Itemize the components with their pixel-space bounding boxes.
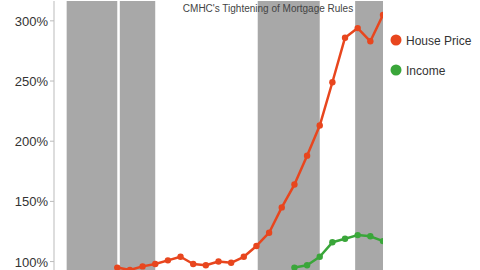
shaded-period — [120, 1, 155, 270]
series-point — [190, 261, 196, 267]
shaded-period — [258, 1, 320, 270]
series-point — [380, 12, 383, 18]
series-point — [317, 122, 323, 128]
series-line — [294, 235, 383, 267]
y-tick-label: 200% — [15, 134, 49, 149]
series-point — [114, 264, 120, 270]
series-point — [329, 239, 335, 245]
series-point — [367, 233, 373, 239]
series-point — [127, 267, 133, 270]
plot-area — [67, 1, 383, 270]
series-point — [291, 181, 297, 187]
shaded-period — [355, 1, 383, 270]
y-axis-line — [54, 1, 55, 270]
series-point — [342, 35, 348, 41]
series-point — [177, 254, 183, 260]
series-point — [367, 38, 373, 44]
legend-marker — [391, 35, 402, 46]
series-point — [228, 260, 234, 266]
series-point — [139, 263, 145, 269]
chart: 100% 150% 200% 250% 300% CMHC's Tightening of… — [0, 0, 480, 270]
legend-label: House Price — [406, 34, 472, 48]
series-point — [354, 25, 360, 31]
y-tick — [50, 141, 54, 142]
series-point — [279, 204, 285, 210]
legend-marker — [391, 65, 402, 76]
y-tick-label: 150% — [15, 194, 49, 209]
series-point — [253, 243, 259, 249]
series-line — [117, 15, 383, 270]
series-point — [342, 236, 348, 242]
series-point — [215, 258, 221, 264]
series-point — [291, 264, 297, 270]
series-point — [304, 152, 310, 158]
series-point — [304, 262, 310, 268]
shaded-period — [67, 1, 118, 270]
series-point — [329, 79, 335, 85]
series-point — [165, 257, 171, 263]
y-tick-label: 300% — [15, 14, 49, 29]
series-point — [380, 238, 383, 244]
y-tick — [50, 261, 54, 262]
y-tick — [50, 20, 54, 21]
series-point — [266, 229, 272, 235]
series-point — [317, 254, 323, 260]
series-point — [354, 232, 360, 238]
series-point — [241, 254, 247, 260]
series-point — [203, 262, 209, 268]
y-tick — [50, 81, 54, 82]
legend-label: Income — [406, 64, 446, 78]
chart-title: CMHC's Tightening of Mortgage Rules — [183, 3, 353, 14]
y-tick-label: 100% — [15, 255, 49, 270]
y-tick — [50, 201, 54, 202]
legend: House Price Income — [391, 34, 472, 78]
series-point — [152, 261, 158, 267]
y-tick-label: 250% — [15, 74, 49, 89]
